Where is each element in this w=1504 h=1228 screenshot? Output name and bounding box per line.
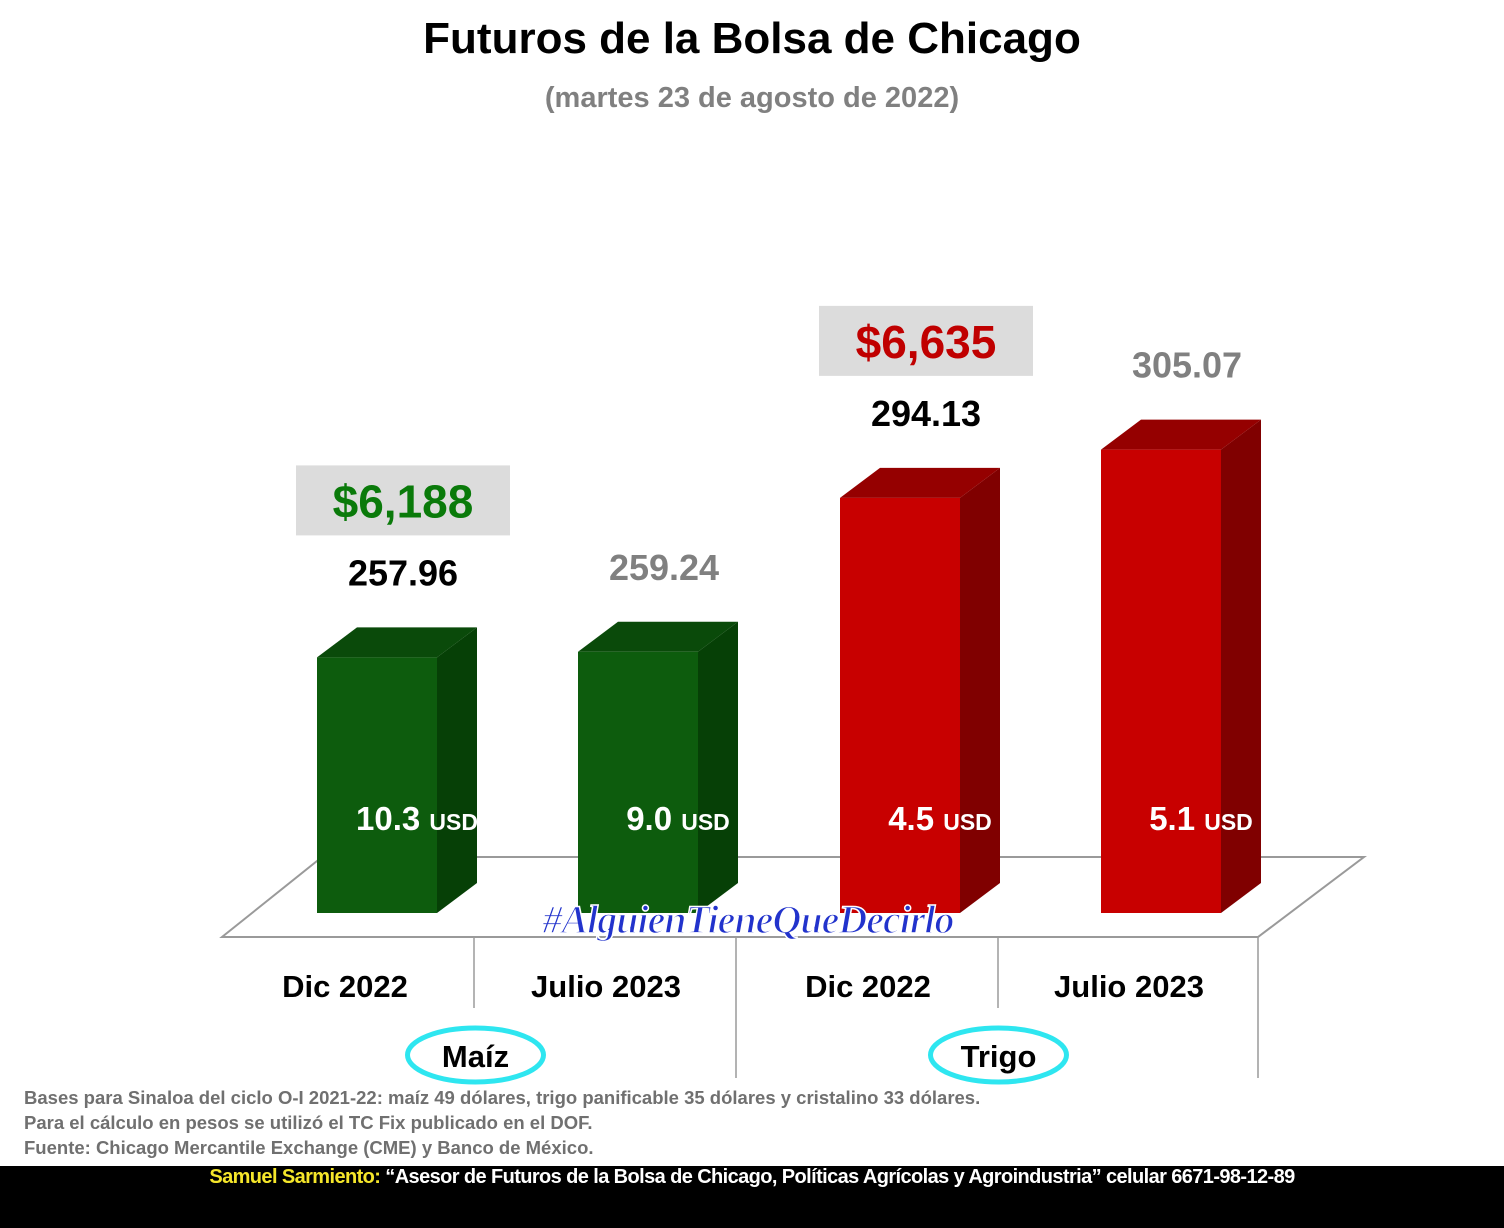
bar <box>317 657 437 913</box>
bar-side <box>437 627 477 913</box>
x-tick-label: Julio 2023 <box>1054 969 1204 1004</box>
data-label: 259.24 <box>609 547 719 588</box>
bar-top <box>317 627 477 658</box>
bar-side <box>698 621 738 913</box>
bar <box>840 497 960 913</box>
bar-top <box>840 467 1000 498</box>
footer-text: “Asesor de Futuros de la Bolsa de Chicag… <box>385 1166 1295 1188</box>
bar-top <box>1101 419 1261 450</box>
data-label: 305.07 <box>1132 345 1242 386</box>
bar-inner-label: 4.5 USD <box>888 800 992 837</box>
bar-top <box>578 621 738 652</box>
bar-side <box>1221 419 1261 913</box>
x-tick-label: Dic 2022 <box>805 969 931 1004</box>
group-label: Trigo <box>961 1039 1037 1074</box>
footer-bar: Samuel Sarmiento: “Asesor de Futuros de … <box>0 1166 1504 1228</box>
bar-inner-label: 5.1 USD <box>1149 800 1253 837</box>
peso-price-box <box>296 465 510 536</box>
bar-chart: 257.96 10.3 USD Dic 2022 259.24 9.0 USD Julio… <box>219 305 1367 1085</box>
note-source: Fuente: Chicago Mercantile Exchange (CME… <box>24 1137 594 1158</box>
data-label: 294.13 <box>871 393 981 434</box>
note-bases: Bases para Sinaloa del ciclo O-I 2021-22… <box>24 1087 981 1108</box>
bar <box>1101 449 1221 913</box>
bar-inner-label: 9.0 USD <box>626 800 730 837</box>
x-tick-label: Dic 2022 <box>282 969 408 1004</box>
group-label-ring <box>405 1025 546 1085</box>
x-tick-label: Julio 2023 <box>531 969 681 1004</box>
chart-notes: Bases para Sinaloa del ciclo O-I 2021-22… <box>24 1085 980 1160</box>
chart-subtitle: (martes 23 de agosto de 2022) <box>544 82 960 114</box>
chart-title: Futuros de la Bolsa de Chicago <box>423 14 1081 63</box>
bar <box>578 651 698 913</box>
data-label: 257.96 <box>348 552 458 593</box>
peso-price-label: $6,188 <box>333 475 474 527</box>
peso-price-label: $6,635 <box>856 316 997 368</box>
group-label: Maíz <box>442 1039 509 1074</box>
note-exchange-rate: Para el cálculo en pesos se utilizó el T… <box>24 1112 593 1133</box>
peso-price-box <box>819 305 1033 376</box>
group-label-ring <box>928 1025 1069 1085</box>
footer-author: Samuel Sarmiento: <box>209 1166 381 1188</box>
bar-side <box>960 467 1000 913</box>
bar-inner-label: 10.3 USD <box>356 800 478 837</box>
watermark-hashtag: #AlguienTieneQueDecirlo <box>541 897 953 942</box>
